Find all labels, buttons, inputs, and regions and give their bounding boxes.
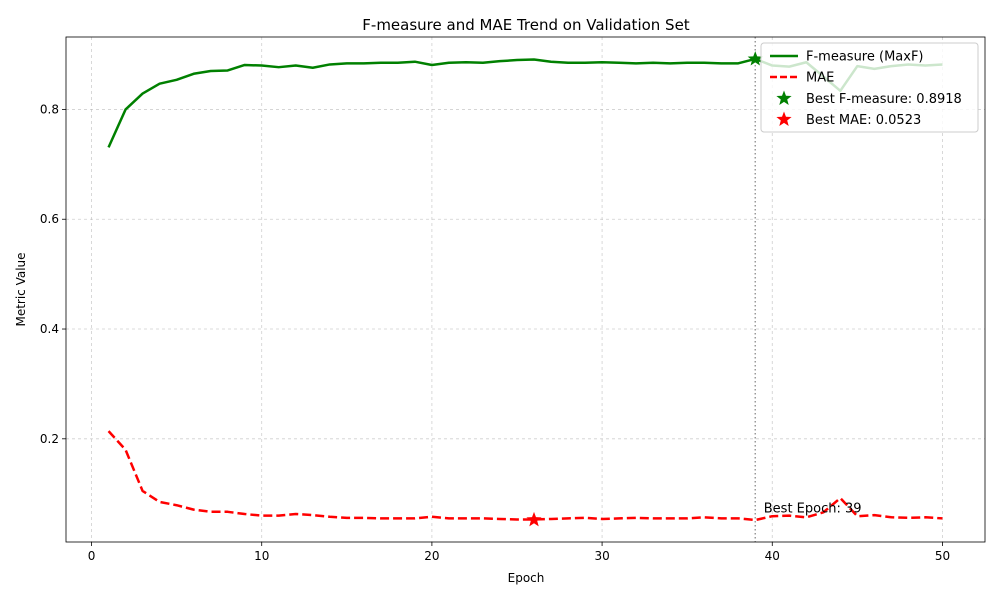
legend-best-mae-star bbox=[776, 111, 792, 126]
legend-best-f-label: Best F-measure: 0.8918 bbox=[806, 92, 962, 107]
x-tick-label: 30 bbox=[594, 549, 609, 563]
x-tick-label: 10 bbox=[254, 549, 269, 563]
legend-best-f-star bbox=[776, 90, 792, 105]
legend-best-f-star-shape bbox=[776, 90, 792, 105]
y-tick-label: 0.8 bbox=[40, 102, 59, 116]
legend-mae-label: MAE bbox=[806, 71, 834, 86]
legend-box bbox=[760, 42, 979, 133]
y-tick-label: 0.6 bbox=[40, 212, 59, 226]
x-tick-label: 20 bbox=[424, 549, 439, 563]
legend-best-mae-star-shape bbox=[776, 111, 792, 126]
x-tick-label: 40 bbox=[765, 549, 780, 563]
y-axis-label: Metric Value bbox=[14, 252, 28, 326]
legend-fmeasure-label: F-measure (MaxF) bbox=[806, 50, 924, 65]
x-tick-label: 0 bbox=[88, 549, 96, 563]
axes-frame bbox=[65, 36, 986, 543]
plot-area: Best Epoch: 39 bbox=[107, 37, 943, 542]
y-tick-label: 0.2 bbox=[40, 432, 59, 446]
x-axis-label: Epoch bbox=[508, 571, 545, 585]
best-mae-star bbox=[526, 511, 542, 527]
chart-title: F-measure and MAE Trend on Validation Se… bbox=[362, 16, 690, 34]
y-tick-label: 0.4 bbox=[40, 322, 59, 336]
x-tick-label: 50 bbox=[935, 549, 950, 563]
best-fmeasure-star bbox=[747, 51, 763, 66]
mae-line bbox=[107, 430, 943, 522]
legend-best-mae-label: Best MAE: 0.0523 bbox=[806, 113, 921, 128]
best-epoch-annotation: Best Epoch: 39 bbox=[764, 502, 862, 517]
legend: F-measure (MaxF) MAE Best F-measure: 0.8… bbox=[760, 42, 979, 133]
axis-ticks: 0 10 20 30 40 50 0.2 0.4 0.6 0.8 bbox=[40, 102, 950, 563]
grid-lines bbox=[66, 37, 985, 542]
